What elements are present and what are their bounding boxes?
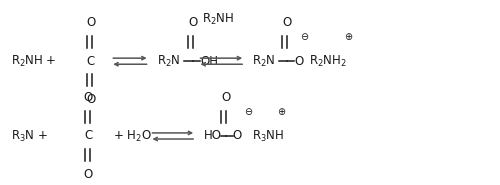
Text: R$_3$N +: R$_3$N + (11, 128, 48, 144)
Text: ⊖: ⊖ (300, 32, 308, 42)
Text: ⊖: ⊖ (244, 107, 252, 117)
Text: ⊕: ⊕ (278, 107, 285, 117)
Text: ⊕: ⊕ (344, 32, 352, 42)
Text: O: O (86, 16, 96, 29)
Text: O: O (282, 16, 292, 29)
Text: R$_2$NH$_2$: R$_2$NH$_2$ (309, 54, 346, 69)
Text: O: O (294, 55, 304, 68)
Text: O: O (221, 91, 230, 104)
Text: + H$_2$O: + H$_2$O (113, 128, 152, 144)
Text: R$_2$NH +: R$_2$NH + (11, 54, 56, 69)
Text: O: O (188, 16, 198, 29)
Text: O: O (84, 168, 93, 181)
Text: R$_2$N: R$_2$N (157, 54, 180, 69)
Text: HO: HO (204, 130, 222, 142)
Text: OH: OH (200, 55, 218, 68)
Text: O: O (84, 91, 93, 104)
Text: O: O (233, 130, 242, 142)
Text: R$_2$N: R$_2$N (252, 54, 276, 69)
Text: O: O (86, 93, 96, 106)
Text: R$_2$NH: R$_2$NH (202, 12, 234, 27)
Text: C: C (84, 130, 92, 142)
Text: C: C (86, 55, 95, 68)
Text: R$_3$NH: R$_3$NH (252, 128, 284, 144)
